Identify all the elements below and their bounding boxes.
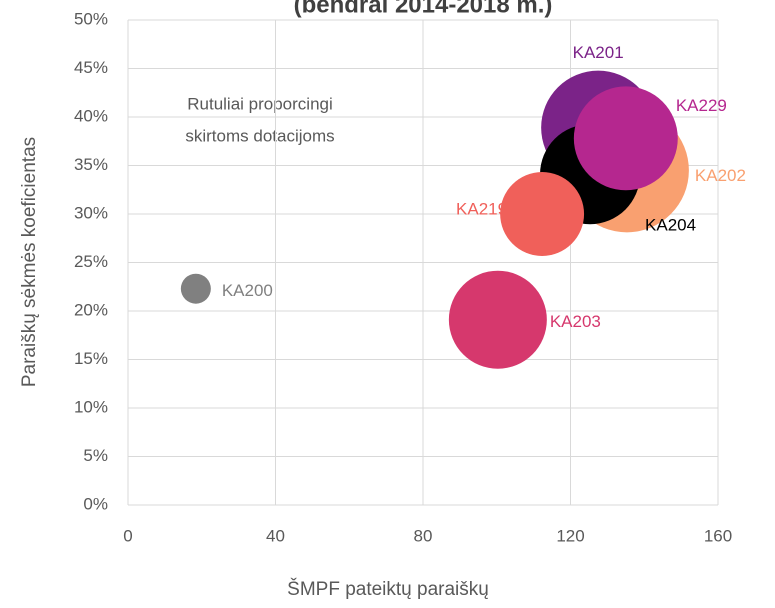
y-tick-label: 35% <box>74 155 108 174</box>
bubble <box>500 172 585 256</box>
x-tick-label: 40 <box>266 526 285 545</box>
y-tick-label: 5% <box>83 446 108 465</box>
bubble-label: KA202 <box>695 166 746 185</box>
y-tick-label: 45% <box>74 58 108 77</box>
x-tick-label: 160 <box>704 526 732 545</box>
y-tick-label: 10% <box>74 397 108 416</box>
y-axis-label: Paraiškų sėkmės koeficientas <box>19 137 40 387</box>
bubble-label: KA219 <box>456 199 507 218</box>
bubble-label: KA229 <box>676 96 727 115</box>
y-tick-label: 30% <box>74 203 108 222</box>
bubble-label: KA203 <box>550 312 601 331</box>
y-tick-label: 50% <box>74 9 108 28</box>
x-tick-label: 120 <box>556 526 584 545</box>
bubble <box>448 270 547 369</box>
annotation: Rutuliai proporcingi <box>187 94 333 113</box>
y-tick-label: 20% <box>74 300 108 319</box>
y-tick-label: 40% <box>74 106 108 125</box>
y-tick-label: 0% <box>83 494 108 513</box>
x-tick-label: 80 <box>414 526 433 545</box>
y-tick-label: 15% <box>74 349 108 368</box>
annotation: skirtoms dotacijoms <box>185 126 334 145</box>
x-axis-label: ŠMPF pateiktų paraiškų <box>287 578 489 600</box>
bubble <box>573 86 678 191</box>
chart-title: (bendrai 2014-2018 m.) <box>294 0 553 18</box>
bubble-label: KA201 <box>573 43 624 62</box>
x-tick-label: 0 <box>123 526 132 545</box>
bubble-label: KA204 <box>645 216 696 235</box>
bubble-label: KA200 <box>222 281 273 300</box>
y-tick-label: 25% <box>74 252 108 271</box>
bubble <box>180 273 211 304</box>
